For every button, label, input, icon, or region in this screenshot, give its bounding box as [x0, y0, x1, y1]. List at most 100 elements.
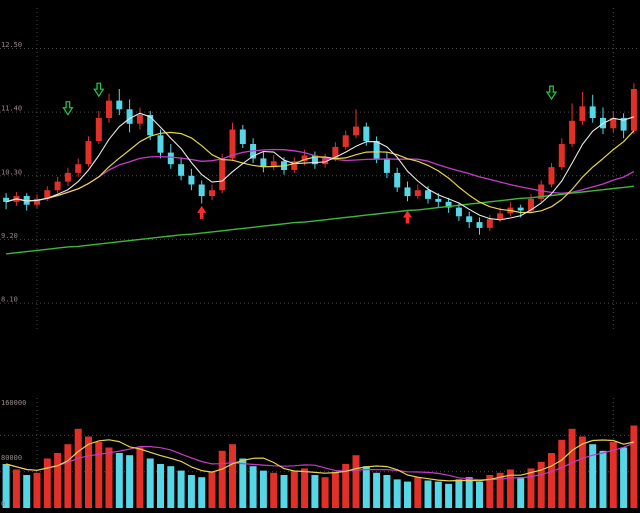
candle-down	[311, 155, 318, 165]
candle-down	[404, 187, 411, 197]
volume-bar	[64, 444, 72, 508]
candle-down	[620, 117, 627, 131]
candle-down	[476, 222, 483, 228]
volume-bar	[167, 466, 175, 508]
volume-bar	[177, 470, 185, 508]
candle-down	[589, 106, 596, 118]
volume-bar	[434, 481, 442, 508]
ma5-line	[5, 112, 635, 221]
volume-bar	[568, 428, 576, 508]
candle-down	[239, 129, 246, 144]
volume-bar	[239, 458, 247, 508]
candle-up	[270, 161, 277, 168]
volume-bar	[85, 436, 92, 508]
volume-bar	[54, 453, 62, 508]
candle-up	[569, 120, 576, 144]
volume-bar	[578, 436, 586, 508]
candle-down	[445, 201, 452, 208]
candle-up	[291, 161, 298, 170]
candle-up	[486, 219, 493, 228]
candle-down	[198, 184, 205, 197]
volume-bar	[249, 466, 257, 508]
candle-up	[548, 167, 555, 185]
volume-axis-label: 0	[1, 500, 5, 508]
candle-up	[414, 190, 421, 196]
volume-bar	[23, 475, 31, 508]
candle-down	[383, 158, 390, 173]
candle-up	[332, 146, 339, 159]
volume-bar	[393, 479, 401, 508]
candle-up	[85, 141, 92, 165]
volume-bar	[548, 453, 555, 508]
volume-bar	[301, 468, 309, 508]
volume-bar	[115, 453, 123, 508]
volume-bar	[218, 450, 226, 508]
volume-bar	[527, 468, 535, 508]
volume-bar	[331, 471, 339, 508]
volume-bar	[280, 475, 288, 508]
candle-up	[64, 172, 71, 182]
candle-down	[188, 175, 195, 185]
candle-up	[301, 155, 308, 162]
volume-bar	[352, 455, 360, 508]
ma-long-line	[6, 185, 634, 255]
candle-down	[455, 207, 462, 217]
buy-signal-arrow	[403, 210, 413, 224]
volume-bar	[599, 450, 607, 508]
volume-axis-label: 160000	[1, 399, 26, 407]
volume-bar	[373, 472, 381, 508]
volume-bar	[136, 447, 144, 508]
candle-up	[353, 126, 359, 136]
volume-bar	[404, 481, 411, 508]
volume-bar	[198, 477, 206, 508]
volume-bar	[311, 475, 319, 508]
volume-bar	[506, 469, 514, 508]
volume-bar	[33, 472, 41, 508]
volume-bar	[321, 477, 329, 508]
volume-bar	[630, 425, 638, 508]
volume-bar	[445, 483, 453, 508]
volume-bar	[187, 475, 195, 508]
candle-up	[219, 158, 226, 191]
candle-up	[229, 129, 236, 159]
volume-bar	[362, 466, 370, 508]
volume-bar	[414, 477, 422, 508]
candle-down	[517, 207, 524, 211]
candle-down	[425, 190, 431, 199]
price-axis-label: 10.30	[1, 168, 22, 176]
volume-bar	[609, 442, 617, 508]
candle-up	[136, 115, 143, 124]
volume-bar	[455, 479, 463, 508]
candle-down	[157, 135, 164, 153]
candle-up	[95, 117, 102, 141]
volume-bar	[517, 477, 525, 508]
volume-axis-label: 80000	[1, 454, 22, 462]
volume-bar	[486, 475, 494, 508]
candle-down	[116, 100, 123, 110]
volume-bar	[589, 444, 597, 508]
price-axis-label: 11.40	[1, 105, 22, 113]
volume-bar	[259, 470, 267, 508]
candle-down	[394, 172, 401, 188]
volume-bar	[2, 464, 10, 508]
candle-up	[342, 135, 349, 147]
candle-down	[178, 164, 185, 176]
volume-bar	[270, 472, 278, 508]
candle-down	[435, 198, 442, 202]
candle-up	[497, 213, 504, 220]
ma10-line	[5, 130, 635, 214]
volume-bar	[496, 472, 504, 508]
candle-up	[538, 184, 545, 199]
candle-up	[106, 100, 112, 118]
volume-bar	[229, 444, 236, 508]
volume-bar	[620, 447, 628, 508]
candle-up	[75, 164, 82, 173]
candle-up	[579, 106, 586, 121]
volume-bar	[12, 469, 20, 508]
candle-up	[610, 117, 617, 129]
volume-bar	[95, 442, 103, 508]
candle-up	[528, 198, 534, 211]
